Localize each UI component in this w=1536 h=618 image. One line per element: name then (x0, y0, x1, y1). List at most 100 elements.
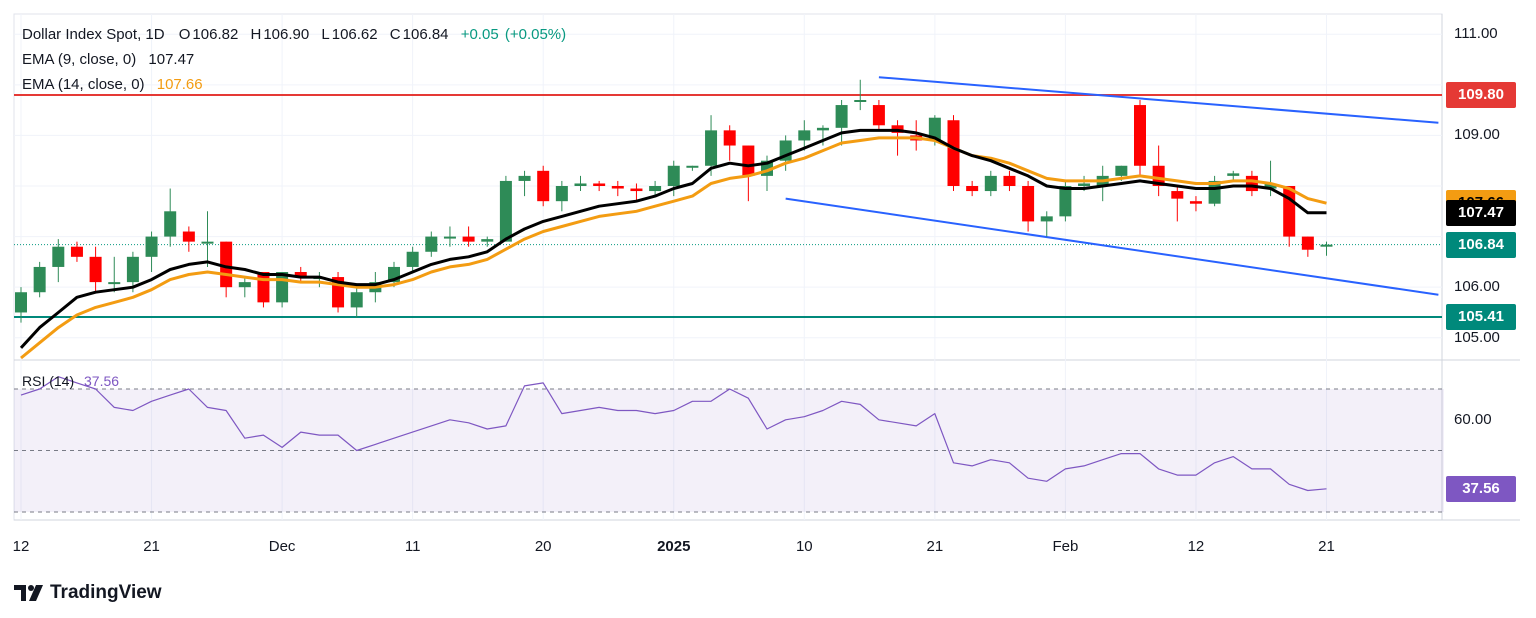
x-tick-label: Feb (1052, 538, 1079, 555)
legend-change: +0.05 (460, 26, 499, 43)
x-tick-label: 21 (1318, 538, 1335, 555)
candle-body (667, 165, 680, 186)
rsi-line (20, 376, 1327, 492)
ema9-badge: 107.47 (1446, 199, 1516, 226)
price-tick: 109.00 (1454, 126, 1500, 144)
logo-text: TradingView (50, 582, 162, 603)
candle-body (1320, 244, 1333, 247)
resistance-badge: 109.80 (1446, 81, 1516, 108)
candle-body (145, 236, 158, 257)
candle-body (499, 180, 512, 242)
last-price-badge: 106.84 (1446, 231, 1516, 258)
candle-body (798, 130, 811, 141)
channel-upper-line (878, 76, 1439, 124)
ema14-line (20, 136, 1327, 360)
candle-body (89, 256, 102, 283)
candle-body (854, 100, 867, 102)
candle-body (425, 236, 438, 252)
support-badge: 105.41 (1446, 304, 1516, 331)
rsi-value-label: 37.56 (84, 373, 120, 389)
x-tick-label: 21 (143, 538, 160, 555)
candle-body (1264, 183, 1277, 189)
candle-body (238, 282, 251, 288)
ema14-name: EMA (14, close, 0) (22, 76, 145, 93)
candle-body (350, 292, 363, 308)
candle-body (1283, 186, 1296, 237)
price-tick: 105.00 (1454, 328, 1500, 346)
x-tick-label: 20 (534, 538, 552, 555)
candle-body (1189, 201, 1202, 204)
legend-change-pct: (+0.05%) (504, 26, 567, 43)
legend-high: 106.90 (263, 26, 310, 43)
ema9-line (19, 128, 1327, 349)
candle-body (555, 186, 568, 202)
candle-body (1078, 183, 1091, 186)
rsi-name: RSI (14) (22, 373, 75, 389)
candle-body (1227, 173, 1240, 176)
legend-rsi: RSI (14) 37.56 (22, 373, 119, 389)
tradingview-logo[interactable]: TradingView (14, 582, 162, 604)
candle-body (630, 188, 643, 192)
candle-body (742, 145, 755, 176)
x-tick-label: 12 (1187, 538, 1205, 555)
candle-body (984, 175, 997, 192)
candle-body (611, 186, 624, 189)
candle-body (462, 236, 475, 242)
candle-body (872, 105, 885, 126)
candle-body (574, 183, 587, 186)
candle-body (537, 170, 550, 202)
legend-open: 106.82 (192, 26, 239, 43)
candle-body (406, 251, 419, 267)
candle-body (518, 175, 531, 181)
candle-body (52, 246, 65, 267)
candle-body (1022, 186, 1035, 222)
candle-body (164, 211, 177, 237)
candle-body (443, 236, 456, 239)
candle-body (1040, 216, 1053, 222)
candle-body (1134, 105, 1146, 166)
ema9-value: 107.47 (148, 51, 195, 68)
candle-body (126, 256, 139, 283)
candle-body (70, 246, 83, 257)
candle-body (108, 282, 121, 285)
candle-body (1245, 175, 1258, 192)
candle-body (1301, 236, 1314, 250)
candle-body (686, 165, 699, 168)
candle-body (257, 272, 270, 303)
candle-body (182, 231, 195, 242)
x-tick-label: Dec (268, 538, 296, 555)
channel-lower-line (785, 197, 1439, 296)
legend-low: 106.62 (331, 26, 378, 43)
tradingview-logo-icon (14, 585, 43, 601)
x-tick-label: 10 (795, 538, 813, 555)
price-tick: 111.00 (1454, 25, 1498, 43)
candle-body (15, 292, 27, 313)
candle-body (1059, 186, 1072, 217)
candle-body (835, 105, 848, 128)
candle-body (928, 117, 941, 141)
candle-body (947, 120, 960, 186)
candle-body (201, 241, 214, 244)
x-tick-label: 11 (404, 538, 421, 555)
candle-body (705, 130, 718, 166)
candle-body (294, 272, 307, 278)
x-tick-label: 12 (12, 538, 30, 555)
rsi-badge: 37.56 (1446, 475, 1516, 502)
legend-ema9: EMA (9, close, 0) 107.47 (22, 51, 196, 68)
candle-body (1152, 165, 1165, 186)
price-tick: 106.00 (1454, 278, 1500, 296)
ema14-value: 107.66 (156, 76, 203, 93)
candle-body (593, 183, 606, 186)
legend-close: 106.84 (402, 26, 449, 43)
candle-body (1171, 191, 1184, 199)
candle-body (966, 186, 979, 192)
legend-ema14: EMA (14, close, 0) 107.66 (22, 76, 205, 93)
candle-body (481, 239, 494, 242)
x-tick-label: 2025 (657, 538, 691, 555)
ema9-name: EMA (9, close, 0) (22, 51, 137, 68)
legend-title: Dollar Index Spot, 1D (22, 26, 165, 43)
candle-body (816, 127, 829, 131)
candle-body (649, 186, 662, 192)
